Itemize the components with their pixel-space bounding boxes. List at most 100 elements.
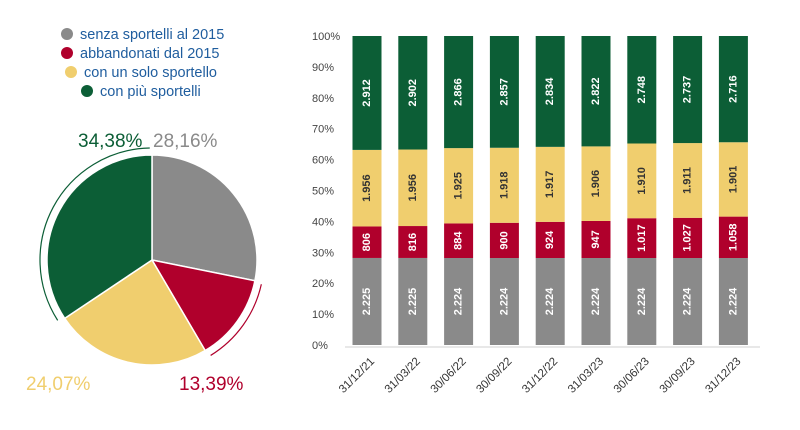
bar-value-label: 2.224 bbox=[682, 287, 694, 315]
bar-segment bbox=[444, 223, 474, 258]
bar-segment bbox=[718, 36, 748, 143]
bar-value-label: 1.911 bbox=[682, 167, 694, 194]
bar-value-label: 2.866 bbox=[453, 78, 465, 106]
bar-value-label: 2.224 bbox=[498, 287, 510, 315]
bar-value-label: 806 bbox=[361, 233, 373, 251]
legend-marker bbox=[61, 47, 73, 59]
bar-segment bbox=[673, 217, 703, 258]
bar-segment bbox=[352, 257, 382, 345]
bar-segment bbox=[398, 226, 428, 258]
bar-value-label: 2.224 bbox=[727, 287, 739, 315]
bar-value-label: 1.017 bbox=[636, 224, 648, 252]
pie-legend: senza sportelli al 2015 abbandonati dal 2… bbox=[61, 27, 224, 100]
bar-segment bbox=[352, 36, 382, 150]
x-tick-label: 30/09/23 bbox=[658, 356, 698, 396]
bar-segment bbox=[581, 146, 611, 221]
bar-value-label: 2.716 bbox=[727, 75, 739, 103]
y-tick-label: 40% bbox=[312, 216, 334, 228]
bar-value-label: 2.857 bbox=[498, 78, 510, 106]
bar-segment bbox=[581, 258, 611, 345]
bar-value-label: 2.834 bbox=[544, 77, 556, 105]
y-tick-label: 70% bbox=[312, 124, 334, 136]
y-axis: 0% 10% 20% 30% 40% 50% 60% 70% 80% 90% 100% bbox=[312, 31, 340, 352]
x-tick-label: 31/03/22 bbox=[383, 356, 423, 396]
bar-value-label: 2.737 bbox=[682, 76, 694, 104]
bar-segment bbox=[718, 216, 748, 258]
y-tick-label: 100% bbox=[312, 31, 340, 43]
bar-segment bbox=[535, 36, 565, 147]
bar-value-label: 1.058 bbox=[727, 224, 739, 252]
bar-value-label: 1.956 bbox=[361, 174, 373, 202]
bar-segment bbox=[398, 36, 428, 150]
bar-segment bbox=[673, 36, 703, 144]
y-tick-label: 30% bbox=[312, 247, 334, 259]
y-tick-label: 90% bbox=[312, 62, 334, 74]
pie-slice bbox=[63, 258, 207, 366]
pie-slice-arc bbox=[39, 147, 150, 321]
x-tick-label: 30/06/23 bbox=[612, 356, 652, 396]
bar-segment bbox=[673, 143, 703, 218]
bar-value-label: 816 bbox=[407, 233, 419, 251]
x-tick-label: 31/03/23 bbox=[566, 356, 606, 396]
pie-percent-label: 34,38% bbox=[78, 131, 143, 152]
bar-segment bbox=[398, 257, 428, 345]
pie-slice bbox=[151, 154, 258, 282]
bar-value-label: 1.918 bbox=[498, 172, 510, 200]
pie-slice bbox=[150, 258, 256, 352]
x-tick-label: 30/06/22 bbox=[429, 356, 469, 396]
y-tick-label: 20% bbox=[312, 278, 334, 290]
bar-segment bbox=[352, 226, 382, 258]
bar-segment bbox=[627, 218, 657, 258]
bar-segment bbox=[489, 36, 519, 148]
y-tick-label: 80% bbox=[312, 93, 334, 105]
bar-segment bbox=[352, 149, 382, 227]
bar-value-label: 900 bbox=[498, 231, 510, 249]
bar-value-label: 1.917 bbox=[544, 171, 556, 199]
bar-value-label: 2.225 bbox=[407, 288, 419, 316]
bar-segment bbox=[627, 258, 657, 345]
pie-percent-label: 13,39% bbox=[179, 374, 244, 395]
pie-chart bbox=[39, 147, 262, 366]
legend-marker bbox=[61, 28, 73, 40]
x-tick-label: 31/12/21 bbox=[337, 356, 377, 396]
bar-value-label: 2.225 bbox=[361, 288, 373, 316]
bar-value-label: 2.822 bbox=[590, 77, 602, 105]
bar-value-label: 1.027 bbox=[682, 224, 694, 252]
x-tick-label: 31/12/23 bbox=[703, 356, 743, 396]
bar-segment bbox=[444, 258, 474, 345]
pie-percent-label: 28,16% bbox=[153, 131, 218, 152]
bar-value-label: 1.906 bbox=[590, 170, 602, 198]
bar-segment bbox=[489, 147, 519, 223]
y-tick-label: 50% bbox=[312, 186, 334, 198]
bar-segment bbox=[444, 148, 474, 224]
x-tick-label: 31/12/22 bbox=[520, 356, 560, 396]
bar-value-label: 1.956 bbox=[407, 174, 419, 202]
bar-segment bbox=[398, 149, 428, 227]
bar-value-label: 884 bbox=[453, 231, 465, 250]
bar-segment bbox=[444, 36, 474, 149]
bar-value-label: 1.925 bbox=[453, 172, 465, 200]
bar-value-label: 2.224 bbox=[590, 287, 602, 315]
bar-segment bbox=[718, 142, 748, 217]
pie-labels: 28,16% 13,39% 24,07% 34,38% bbox=[26, 131, 244, 395]
bar-segment bbox=[535, 146, 565, 222]
bar-segment bbox=[718, 258, 748, 345]
bar-segment bbox=[489, 222, 519, 258]
bar-value-label: 2.902 bbox=[407, 79, 419, 107]
y-tick-label: 60% bbox=[312, 155, 334, 167]
bar-segment bbox=[581, 36, 611, 147]
bar-segment bbox=[489, 258, 519, 345]
bar-value-label: 1.901 bbox=[727, 166, 739, 194]
bar-segment bbox=[535, 221, 565, 258]
x-tick-label: 30/09/22 bbox=[474, 356, 514, 396]
legend-entry: abbandonati dal 2015 bbox=[80, 46, 220, 62]
bar-segment bbox=[627, 36, 657, 144]
bar-segment bbox=[581, 220, 611, 258]
bar-value-label: 2.748 bbox=[636, 76, 648, 104]
x-axis: 31/12/21 31/03/22 30/06/22 30/09/22 31/12/22… bbox=[337, 346, 760, 396]
legend-marker bbox=[65, 66, 77, 78]
bar-segment bbox=[535, 258, 565, 345]
legend-marker bbox=[81, 85, 93, 97]
bar-value-label: 1.910 bbox=[636, 167, 648, 195]
